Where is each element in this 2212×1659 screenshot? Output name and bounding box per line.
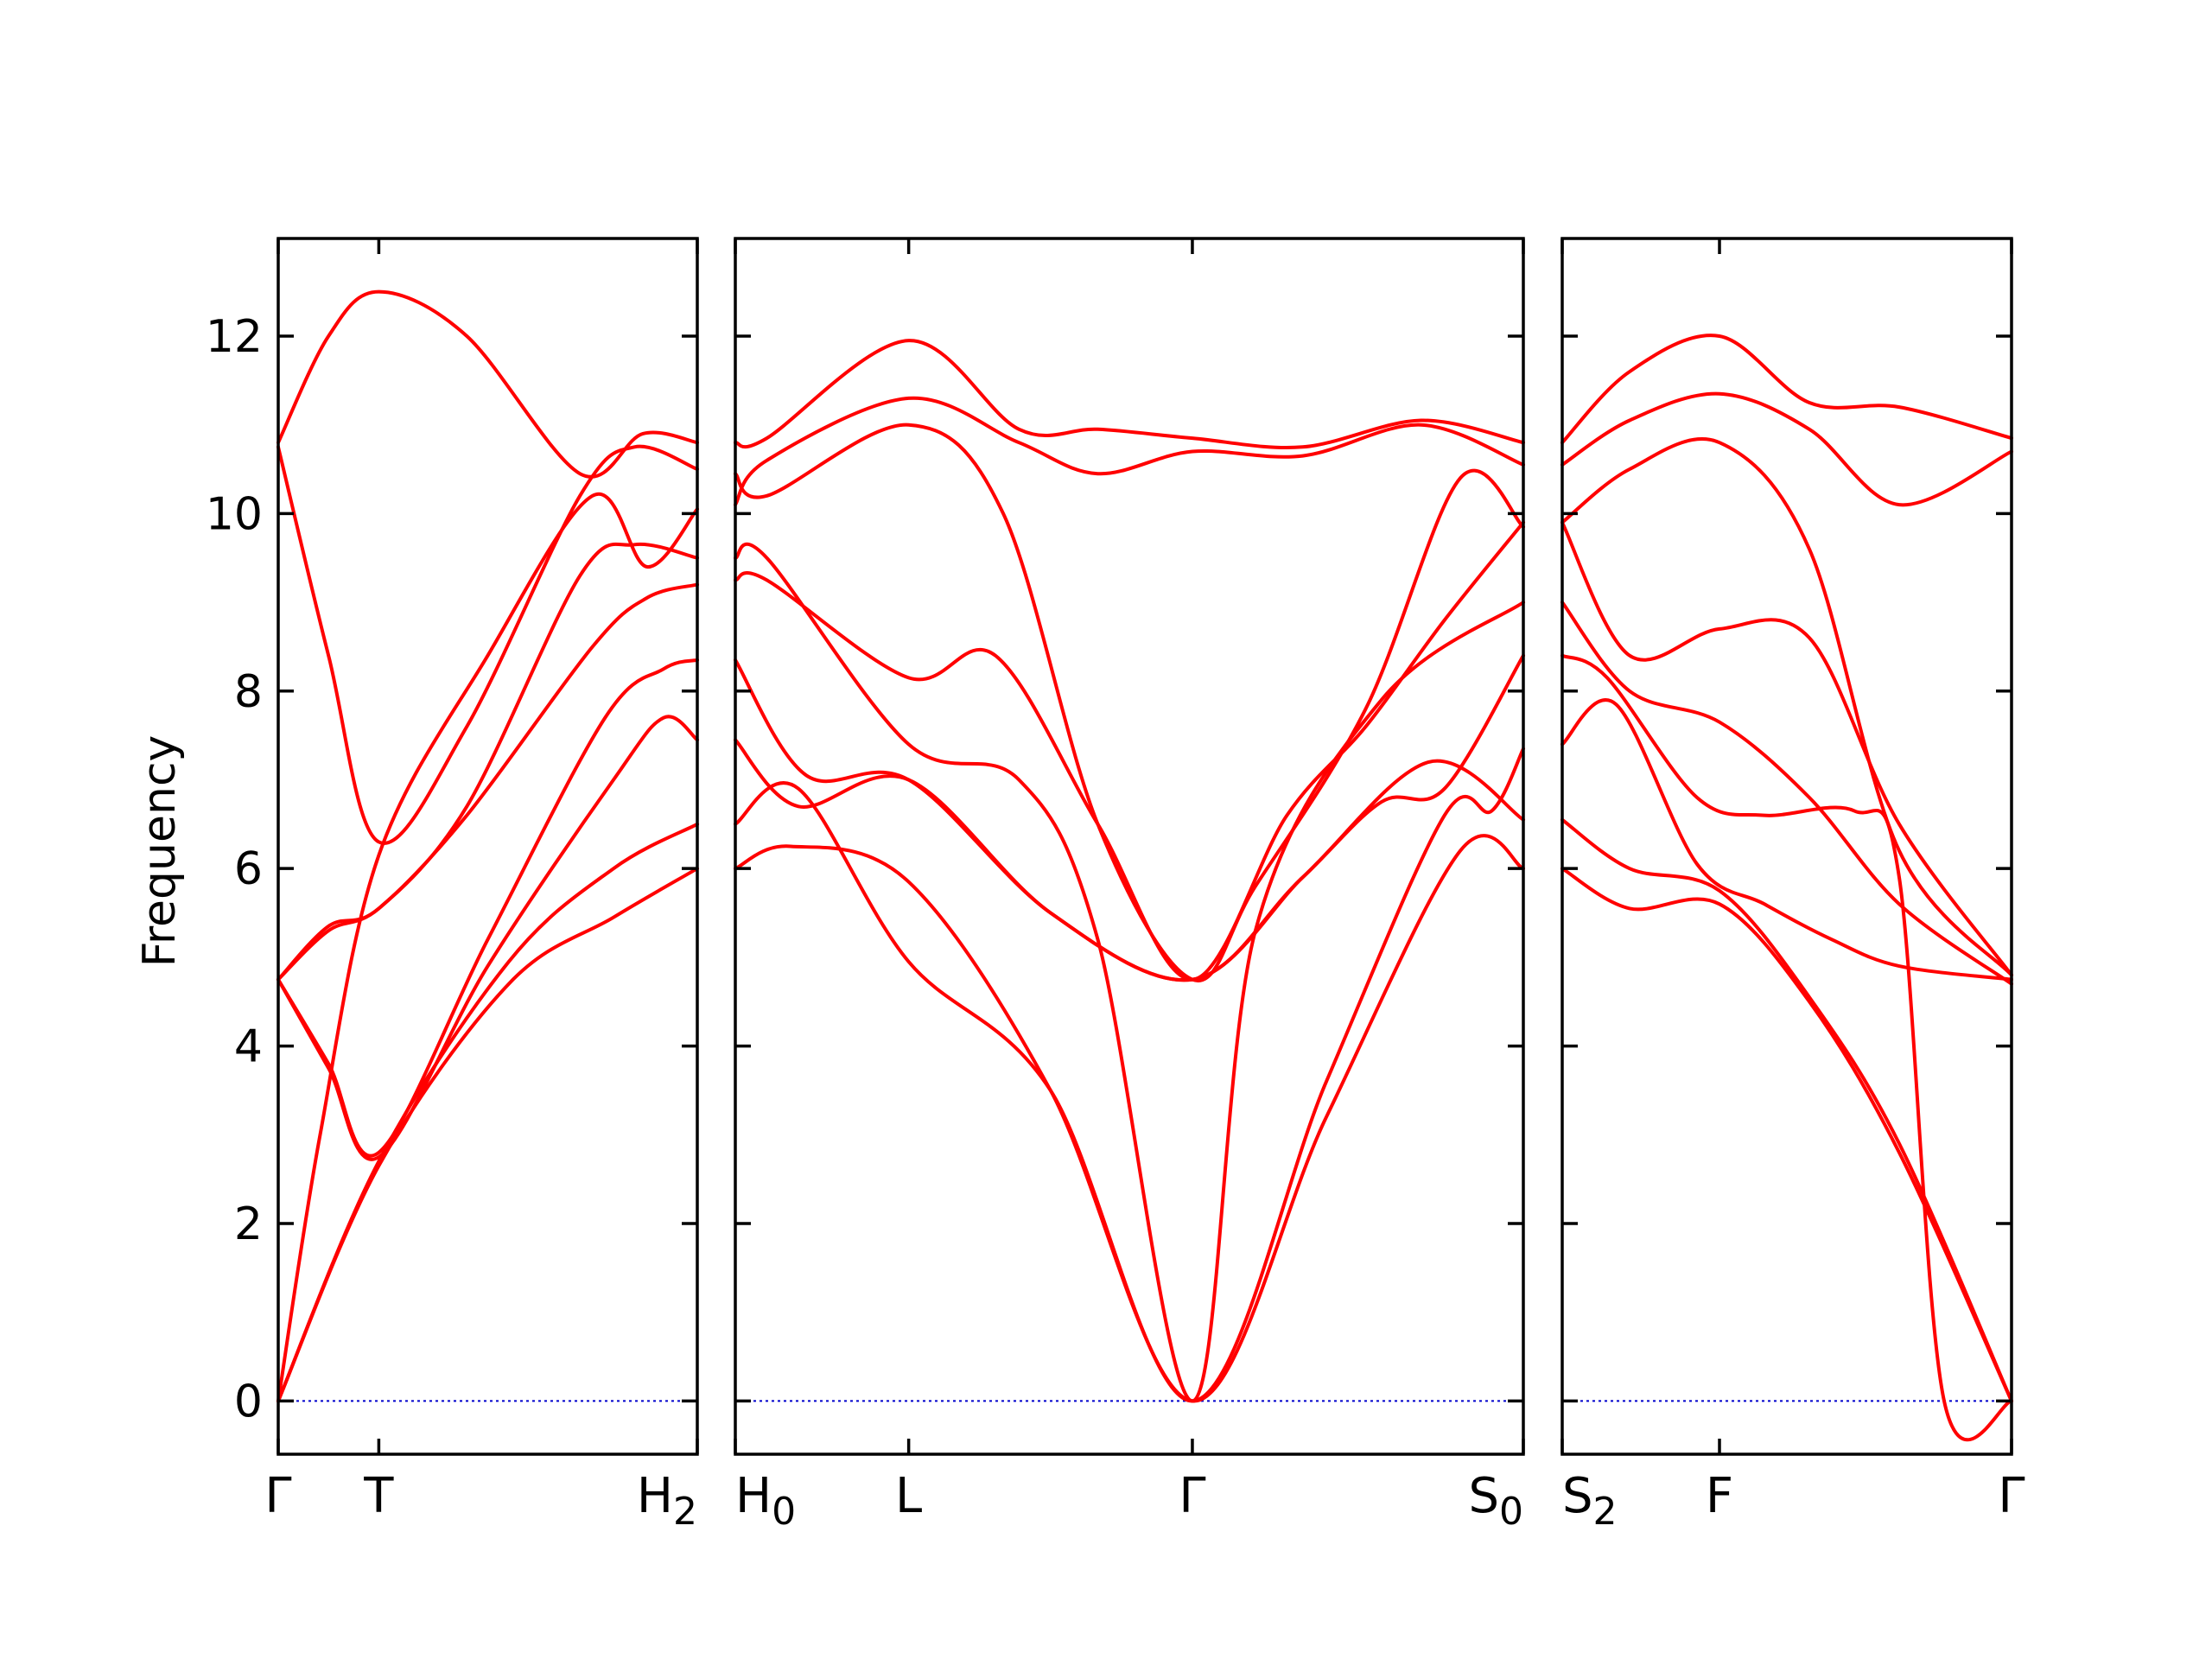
k-point-label: S0 <box>1468 1468 1523 1534</box>
k-point-label: H0 <box>735 1468 796 1534</box>
y-axis-label: Frequency <box>134 735 186 968</box>
band-line-1-4 <box>276 658 699 1158</box>
band-line-3-2 <box>1560 817 2013 1403</box>
band-line-2-2 <box>734 747 1525 1403</box>
panel-3: S2 F Γ <box>1560 237 2025 1534</box>
y-tick-label: 10 <box>206 488 263 540</box>
panels: 0 2 4 6 8 10 12 Γ T H2 H0 L Γ S0 S2 F Γ <box>206 237 2025 1534</box>
band-line-2-1 <box>734 834 1525 1403</box>
band-line-3-9 <box>1560 334 2013 445</box>
band-line-2-5 <box>734 542 1525 1403</box>
band-line-1-1 <box>276 867 699 1403</box>
y-tick-label: 4 <box>234 1021 263 1073</box>
band-line-3-3 <box>1560 698 2013 982</box>
band-line-2-8 <box>734 396 1525 507</box>
y-tick-label: 12 <box>206 311 263 363</box>
band-line-1-6 <box>276 582 699 982</box>
k-point-label: Γ <box>1179 1468 1205 1524</box>
y-tick-label: 6 <box>234 843 263 895</box>
k-point-label: S2 <box>1562 1468 1618 1534</box>
panel-frame <box>276 237 699 1456</box>
band-line-3-4 <box>1560 653 2013 1442</box>
band-line-3-5 <box>1560 601 2013 986</box>
k-point-label: T <box>363 1468 394 1524</box>
band-line-2-6 <box>734 520 1525 982</box>
band-line-1-7 <box>276 444 699 845</box>
k-point-label: Γ <box>264 1468 291 1524</box>
panel-2: H0 L Γ S0 <box>734 237 1525 1534</box>
panel-1: 0 2 4 6 8 10 12 Γ T H2 <box>206 237 699 1534</box>
k-point-label: Γ <box>1998 1468 2024 1524</box>
band-line-3-6 <box>1560 520 2013 977</box>
y-tick-label: 2 <box>234 1198 263 1250</box>
band-line-2-9 <box>734 339 1525 449</box>
y-tick-label: 8 <box>234 666 263 718</box>
band-line-1-2 <box>276 822 699 1403</box>
band-line-3-8 <box>1560 391 2013 507</box>
band-line-2-7 <box>734 423 1525 982</box>
band-line-1-9 <box>276 289 699 479</box>
band-line-3-1 <box>1560 867 2013 1403</box>
k-point-label: F <box>1706 1468 1733 1524</box>
band-line-3-7 <box>1560 437 2013 977</box>
band-line-2-4 <box>734 653 1525 982</box>
y-tick-label: 0 <box>234 1376 263 1427</box>
k-point-label: L <box>895 1468 922 1524</box>
panel-frame <box>1560 237 2013 1456</box>
band-line-1-8 <box>276 542 699 982</box>
band-line-1-5 <box>276 492 699 1403</box>
k-point-label: H2 <box>637 1468 697 1534</box>
panel-frame <box>734 237 1525 1456</box>
